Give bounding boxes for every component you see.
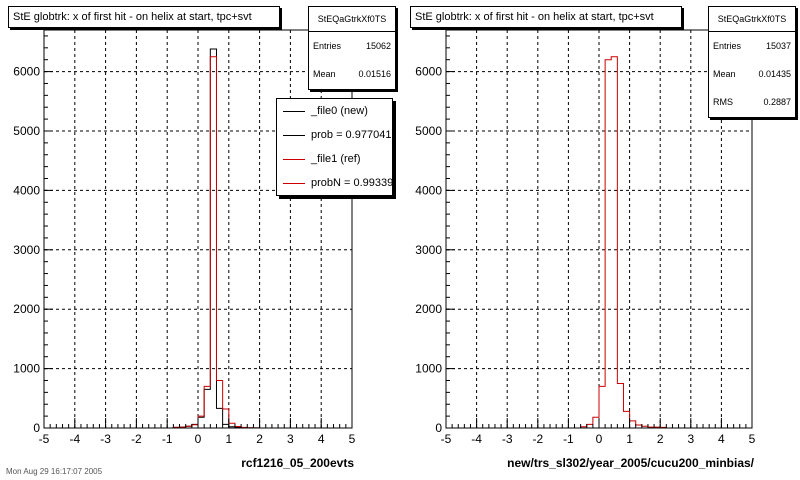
legend-line-prob (283, 134, 305, 136)
y-tick-label: 1000 (415, 362, 442, 376)
x-tick-label: 5 (349, 432, 356, 446)
right-stats-entries: Entries 15037 (709, 32, 795, 60)
left-stats-mean-label: Mean (313, 69, 336, 79)
y-tick-label: 5000 (13, 124, 40, 138)
legend-line-ref (283, 158, 305, 160)
y-tick-label: 2000 (415, 302, 442, 316)
x-tick-label: 3 (287, 432, 294, 446)
left-x-axis-title: rcf1216_05_200evts (241, 456, 354, 470)
right-stats-mean-label: Mean (713, 69, 736, 79)
legend-label-file1: _file1 (ref) (311, 153, 361, 165)
right-x-axis-title: new/trs_sl302/year_2005/cucu200_minbias/ (507, 456, 754, 470)
x-tick-label: 1 (225, 432, 232, 446)
left-stats-mean: Mean 0.01516 (309, 60, 395, 88)
y-tick-label: 4000 (13, 183, 40, 197)
x-tick-label: 0 (596, 432, 603, 446)
left-stats-mean-value: 0.01516 (358, 69, 391, 79)
y-tick-label: 4000 (415, 183, 442, 197)
left-legend: _file0 (new) prob = 0.977041 _file1 (ref… (276, 98, 393, 196)
right-stats-rms-value: 0.2887 (763, 97, 791, 107)
legend-entry-file1: _file1 (ref) (277, 147, 392, 171)
legend-entry-prob: prob = 0.977041 (277, 123, 392, 147)
x-tick-label: -4 (471, 432, 482, 446)
legend-line-probn (283, 182, 305, 184)
left-histogram-pane: -5 -4 -3 -2 -1 0 1 2 3 4 5 0 1000 2000 3000 4000 5000 600… (6, 6, 396, 476)
y-tick-label: 0 (33, 421, 40, 435)
x-tick-label: 2 (657, 432, 664, 446)
right-histogram-plot: -5 -4 -3 -2 -1 0 1 2 3 4 5 0 1000 2000 3000 4000 5000 600… (415, 29, 756, 446)
x-tick-label: 0 (195, 432, 202, 446)
right-stats-box: StEQaGtrkXf0TS Entries 15037 Mean 0.0143… (708, 6, 796, 118)
left-stats-entries-value: 15062 (365, 41, 391, 51)
x-tick-label: 3 (687, 432, 694, 446)
right-stats-rms: RMS 0.2887 (709, 88, 795, 116)
legend-entry-probn: probN = 0.993395 (277, 171, 392, 195)
legend-entry-file0: _file0 (new) (277, 99, 392, 123)
left-stats-entries-label: Entries (313, 41, 342, 51)
x-tick-label: 4 (318, 432, 325, 446)
legend-line-new (283, 110, 305, 112)
right-stats-entries-value: 15037 (765, 41, 791, 51)
x-tick-label: -2 (131, 432, 142, 446)
left-stats-box: StEQaGtrkXf0TS Entries 15062 Mean 0.0151… (308, 6, 396, 90)
x-tick-label: 5 (749, 432, 756, 446)
x-tick-label: -1 (563, 432, 574, 446)
y-tick-label: 5000 (415, 124, 442, 138)
right-stats-rms-label: RMS (713, 97, 733, 107)
y-tick-label: 3000 (415, 243, 442, 257)
y-tick-label: 1000 (13, 362, 40, 376)
x-tick-label: 4 (718, 432, 725, 446)
right-stats-name: StEQaGtrkXf0TS (709, 7, 795, 32)
right-stats-mean: Mean 0.01435 (709, 60, 795, 88)
right-stats-entries-label: Entries (713, 41, 742, 51)
left-histogram-plot: -5 -4 -3 -2 -1 0 1 2 3 4 5 0 1000 2000 3000 4000 5000 600… (13, 29, 356, 446)
y-tick-label: 3000 (13, 243, 40, 257)
x-tick-label: 2 (256, 432, 263, 446)
x-tick-label: -5 (441, 432, 452, 446)
right-histogram-pane: -5 -4 -3 -2 -1 0 1 2 3 4 5 0 1000 2000 3000 4000 5000 600… (400, 0, 800, 480)
x-tick-label: -1 (162, 432, 173, 446)
legend-label-file0: _file0 (new) (311, 105, 368, 117)
x-tick-label: 1 (626, 432, 633, 446)
left-timestamp-footer: Mon Aug 29 16:17:07 2005 (6, 467, 103, 476)
y-tick-label: 6000 (415, 65, 442, 79)
right-stats-mean-value: 0.01435 (758, 69, 791, 79)
legend-label-probn: probN = 0.993395 (311, 177, 393, 189)
x-tick-label: -5 (39, 432, 50, 446)
x-tick-label: -3 (502, 432, 513, 446)
left-plot-title: StE globtrk: x of first hit - on helix a… (8, 6, 280, 28)
left-stats-name: StEQaGtrkXf0TS (309, 7, 395, 32)
y-tick-label: 0 (435, 421, 442, 435)
x-tick-label: -2 (532, 432, 543, 446)
right-plot-title: StE globtrk: x of first hit - on helix a… (410, 6, 682, 28)
left-stats-entries: Entries 15062 (309, 32, 395, 60)
legend-label-prob: prob = 0.977041 (311, 129, 392, 141)
y-tick-label: 2000 (13, 302, 40, 316)
y-tick-label: 6000 (13, 65, 40, 79)
x-tick-label: -3 (100, 432, 111, 446)
x-tick-label: -4 (69, 432, 80, 446)
